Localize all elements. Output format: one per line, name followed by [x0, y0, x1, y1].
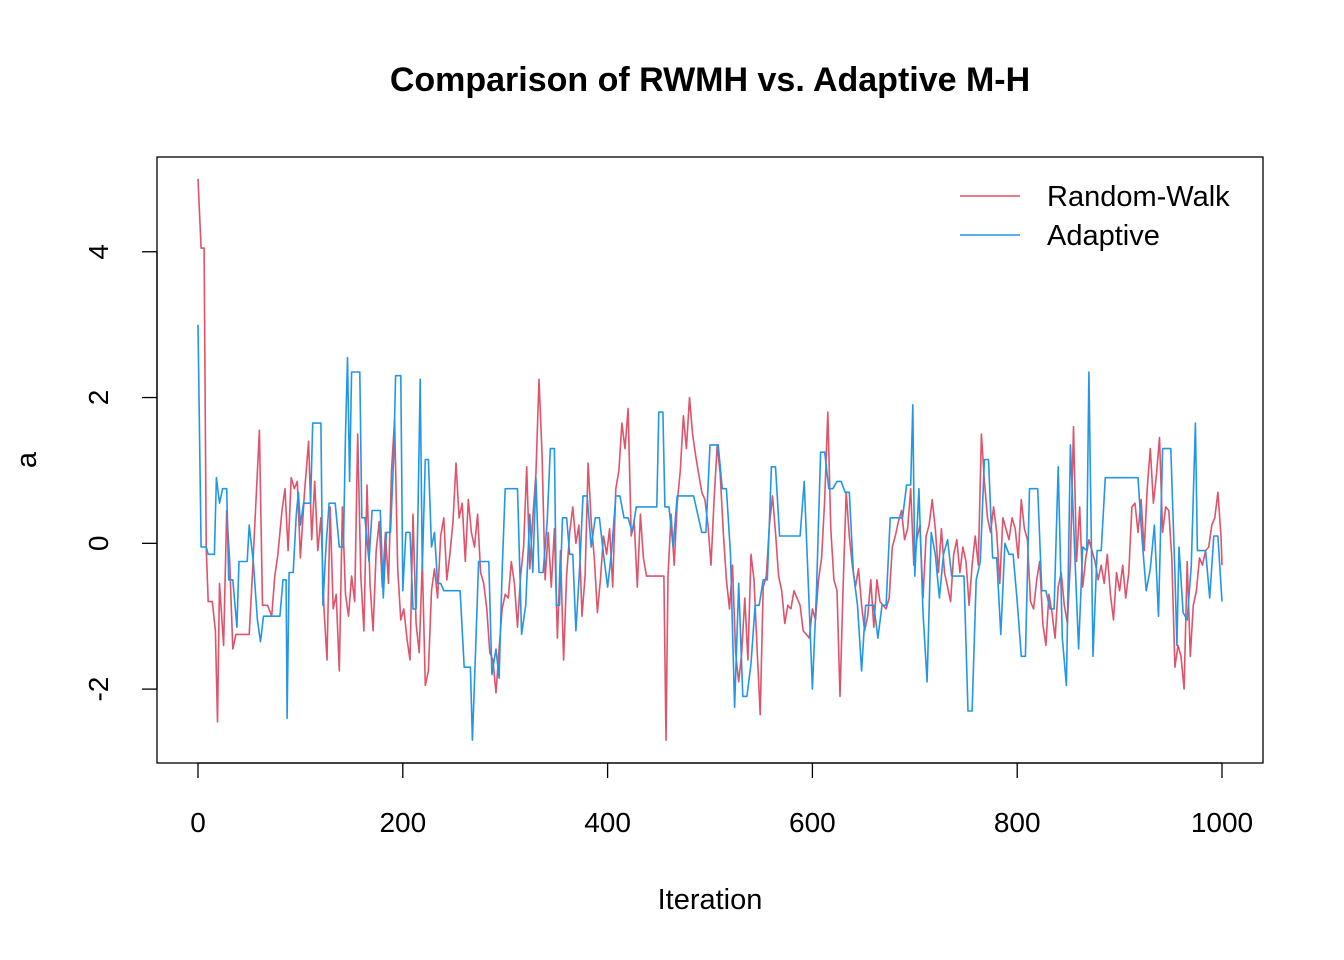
x-tick-label: 600 [789, 807, 836, 838]
chart-title: Comparison of RWMH vs. Adaptive M-H [390, 61, 1030, 99]
legend: Random-Walk Adaptive [960, 181, 1230, 252]
y-tick-label: 2 [83, 390, 114, 406]
series-line-random-walk [197, 178, 1223, 741]
y-tick-label: -2 [83, 677, 114, 702]
y-tick-label: 0 [83, 536, 114, 552]
y-axis-label: a [11, 451, 43, 468]
x-tick-label: 800 [994, 807, 1041, 838]
series-line-adaptive [197, 324, 1223, 741]
series-layer [197, 178, 1223, 741]
y-axis: -2 0 2 4 [83, 244, 158, 702]
x-tick-label: 400 [584, 807, 631, 838]
x-tick-label: 1000 [1191, 807, 1253, 838]
x-axis: 0 200 400 600 800 1000 [190, 762, 1253, 838]
x-axis-label: Iteration [658, 884, 763, 916]
legend-label-random-walk: Random-Walk [1047, 181, 1230, 213]
x-tick-label: 0 [190, 807, 206, 838]
y-tick-label: 4 [83, 244, 114, 260]
legend-label-adaptive: Adaptive [1047, 220, 1160, 252]
x-tick-label: 200 [379, 807, 426, 838]
